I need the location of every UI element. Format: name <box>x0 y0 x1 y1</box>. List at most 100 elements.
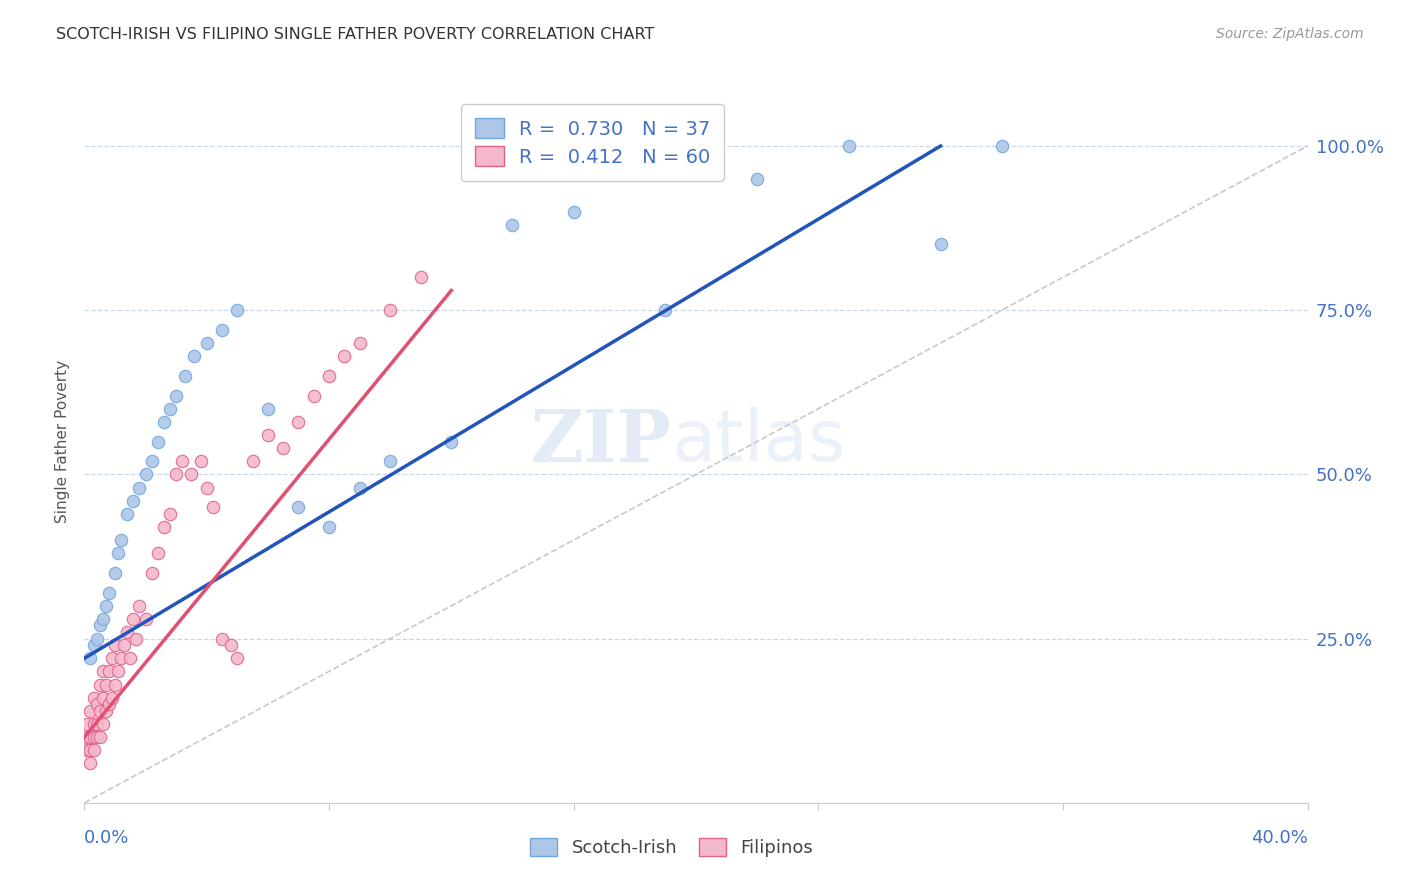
Point <box>122 493 145 508</box>
Point <box>153 520 176 534</box>
Point <box>112 638 135 652</box>
Point <box>101 651 124 665</box>
Point <box>89 618 111 632</box>
Point <box>654 303 676 318</box>
Point <box>190 454 212 468</box>
Point <box>349 336 371 351</box>
Point <box>94 704 117 718</box>
Text: 40.0%: 40.0% <box>1251 829 1308 847</box>
Point <box>76 743 98 757</box>
Point <box>146 546 169 560</box>
Point <box>79 651 101 665</box>
Point <box>318 368 340 383</box>
Point <box>409 270 432 285</box>
Point <box>76 717 98 731</box>
Point <box>128 599 150 613</box>
Point <box>174 368 197 383</box>
Point <box>97 698 120 712</box>
Y-axis label: Single Father Poverty: Single Father Poverty <box>55 360 70 523</box>
Point <box>110 651 132 665</box>
Point <box>195 336 218 351</box>
Point <box>380 454 402 468</box>
Point <box>122 612 145 626</box>
Text: ZIP: ZIP <box>530 406 672 477</box>
Point <box>86 698 108 712</box>
Point <box>128 481 150 495</box>
Point <box>115 625 138 640</box>
Point <box>89 677 111 691</box>
Point <box>380 303 402 318</box>
Point <box>79 704 101 718</box>
Point <box>86 632 108 646</box>
Point <box>562 204 585 219</box>
Point <box>89 704 111 718</box>
Point <box>76 730 98 744</box>
Point <box>79 756 101 771</box>
Point <box>257 428 280 442</box>
Point <box>929 237 952 252</box>
Point <box>104 566 127 580</box>
Point <box>104 677 127 691</box>
Point <box>91 690 114 705</box>
Text: 0.0%: 0.0% <box>84 829 129 847</box>
Point <box>146 434 169 449</box>
Point <box>83 730 105 744</box>
Point <box>302 388 325 402</box>
Point <box>211 323 233 337</box>
Point <box>159 401 181 416</box>
Point <box>94 677 117 691</box>
Point <box>333 349 356 363</box>
Text: atlas: atlas <box>672 407 846 476</box>
Text: Source: ZipAtlas.com: Source: ZipAtlas.com <box>1216 27 1364 41</box>
Point <box>195 481 218 495</box>
Point <box>226 651 249 665</box>
Text: SCOTCH-IRISH VS FILIPINO SINGLE FATHER POVERTY CORRELATION CHART: SCOTCH-IRISH VS FILIPINO SINGLE FATHER P… <box>56 27 655 42</box>
Point <box>135 612 157 626</box>
Point <box>83 638 105 652</box>
Point <box>201 500 224 515</box>
Point <box>120 651 142 665</box>
Point <box>180 467 202 482</box>
Point <box>141 566 163 580</box>
Point <box>101 690 124 705</box>
Point <box>226 303 249 318</box>
Point <box>94 599 117 613</box>
Point <box>153 415 176 429</box>
Point <box>79 730 101 744</box>
Legend: Scotch-Irish, Filipinos: Scotch-Irish, Filipinos <box>522 829 823 866</box>
Point <box>747 171 769 186</box>
Point <box>91 612 114 626</box>
Point <box>86 730 108 744</box>
Point <box>83 743 105 757</box>
Point <box>440 434 463 449</box>
Point <box>318 520 340 534</box>
Point <box>141 454 163 468</box>
Point <box>110 533 132 547</box>
Point <box>502 218 524 232</box>
Point <box>91 717 114 731</box>
Point <box>165 467 187 482</box>
Point <box>79 743 101 757</box>
Point <box>219 638 242 652</box>
Point <box>83 690 105 705</box>
Point <box>271 441 294 455</box>
Point <box>104 638 127 652</box>
Point <box>991 139 1014 153</box>
Point <box>125 632 148 646</box>
Point <box>211 632 233 646</box>
Point <box>159 507 181 521</box>
Point <box>165 388 187 402</box>
Point <box>86 717 108 731</box>
Point <box>97 585 120 599</box>
Point <box>183 349 205 363</box>
Point <box>287 500 309 515</box>
Point <box>115 507 138 521</box>
Point <box>242 454 264 468</box>
Point <box>83 717 105 731</box>
Point <box>107 546 129 560</box>
Point <box>287 415 309 429</box>
Point <box>107 665 129 679</box>
Point <box>172 454 194 468</box>
Point <box>257 401 280 416</box>
Point <box>838 139 860 153</box>
